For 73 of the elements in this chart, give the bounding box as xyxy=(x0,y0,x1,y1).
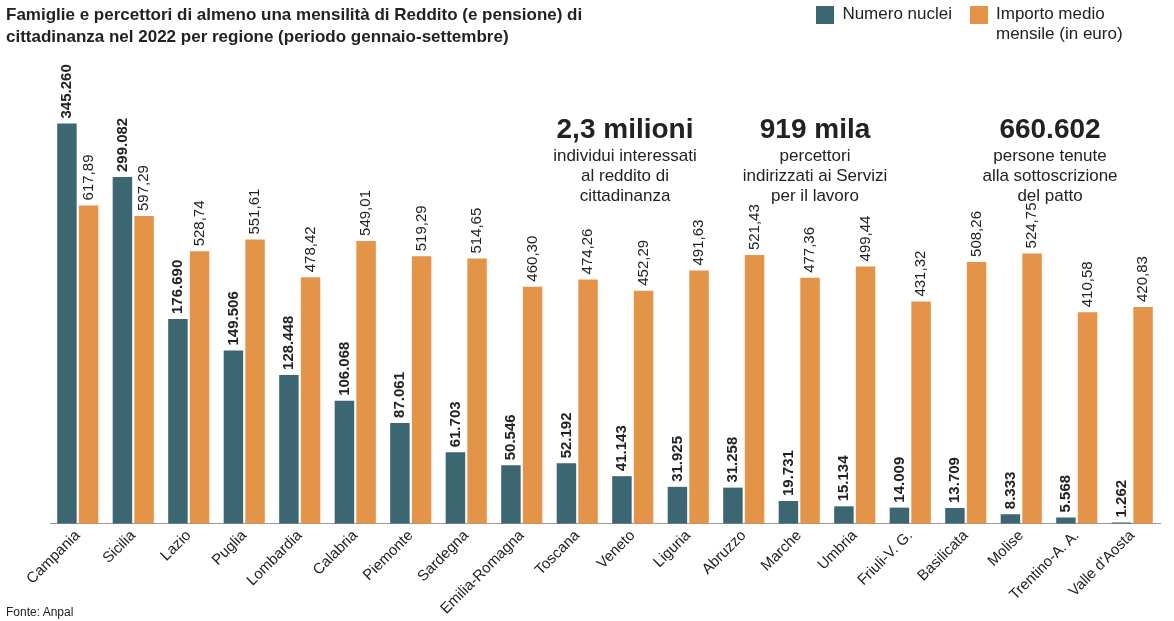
bar xyxy=(855,266,876,524)
data-label: 299.082 xyxy=(112,117,130,173)
annotation: 2,3 milioni individui interessati al reddito di cittadinanza xyxy=(552,112,698,206)
bar xyxy=(889,507,910,524)
data-label: 61.703 xyxy=(445,401,463,448)
bar xyxy=(800,277,820,524)
data-label: 477,36 xyxy=(800,226,818,273)
data-label: 15.134 xyxy=(834,454,852,502)
data-label: 87.061 xyxy=(390,372,408,418)
data-label: 474,26 xyxy=(578,228,596,275)
data-label: 524,75 xyxy=(1022,202,1040,249)
data-label: 149.506 xyxy=(223,291,241,346)
bar xyxy=(356,240,376,524)
data-label: 499,44 xyxy=(855,215,873,262)
data-label: 452,29 xyxy=(633,239,651,286)
data-label: 508,26 xyxy=(966,211,984,257)
data-label: 52.192 xyxy=(556,412,574,459)
bar xyxy=(1000,514,1021,524)
bar xyxy=(1056,517,1076,524)
data-label: 519,29 xyxy=(411,205,429,252)
bar xyxy=(578,279,598,524)
bar xyxy=(744,255,765,524)
chart-title: Famiglie e percettori di almeno una mensilità di Reddito (e pensione) di cittadinanza nel 2022 per regione (periodo gennaio-settembre) xyxy=(6,4,584,48)
data-label: 8.333 xyxy=(1000,471,1018,510)
bar xyxy=(911,301,931,524)
bar xyxy=(667,486,688,524)
bar xyxy=(1077,312,1098,524)
legend-label: Numero nuclei xyxy=(842,4,952,24)
data-label: 50.546 xyxy=(501,414,519,461)
source-note: Fonte: Anpal xyxy=(6,605,74,619)
data-label: 521,43 xyxy=(744,204,762,251)
data-label: 549,01 xyxy=(356,190,374,236)
data-label: 528,74 xyxy=(189,200,207,247)
bar xyxy=(467,258,487,524)
data-label: 176.690 xyxy=(168,259,186,314)
data-label: 19.731 xyxy=(778,450,796,496)
data-label: 41.143 xyxy=(612,425,630,472)
data-label: 597,29 xyxy=(134,165,152,212)
data-label: 31.258 xyxy=(723,436,741,483)
bar xyxy=(522,286,543,524)
data-label: 431,32 xyxy=(911,250,929,297)
bar xyxy=(612,476,632,524)
bar xyxy=(966,261,987,524)
bar xyxy=(411,256,432,524)
data-label: 420,83 xyxy=(1133,256,1151,302)
bar xyxy=(501,465,521,524)
bar xyxy=(1133,306,1153,524)
bar xyxy=(445,452,466,524)
bar xyxy=(834,506,854,524)
data-label: 1.262 xyxy=(1111,479,1129,518)
data-label: 551,61 xyxy=(245,188,263,235)
annotation: 919 mila percettori indirizzati ai Servizi per il lavoro xyxy=(741,112,889,205)
bar xyxy=(689,270,709,524)
data-label: 491,63 xyxy=(689,219,707,266)
data-label: 31.925 xyxy=(667,435,685,482)
data-label: 106.068 xyxy=(334,341,352,396)
bar xyxy=(556,463,577,524)
bar xyxy=(633,290,654,524)
data-label: 5.568 xyxy=(1056,474,1074,513)
data-label: 410,58 xyxy=(1077,261,1095,308)
bar xyxy=(778,500,799,524)
data-label: 617,89 xyxy=(78,154,96,201)
data-label: 460,30 xyxy=(522,235,540,282)
bar xyxy=(945,507,965,524)
bar xyxy=(723,487,743,524)
data-label: 128.448 xyxy=(279,315,297,370)
data-label: 14.009 xyxy=(889,456,907,503)
data-label: 514,65 xyxy=(467,207,485,254)
data-label: 345.260 xyxy=(57,64,75,119)
data-label: 13.709 xyxy=(945,457,963,503)
bar xyxy=(1022,253,1042,524)
legend-label: Importo medio mensile (in euro) xyxy=(996,4,1124,44)
data-label: 478,42 xyxy=(300,226,318,273)
